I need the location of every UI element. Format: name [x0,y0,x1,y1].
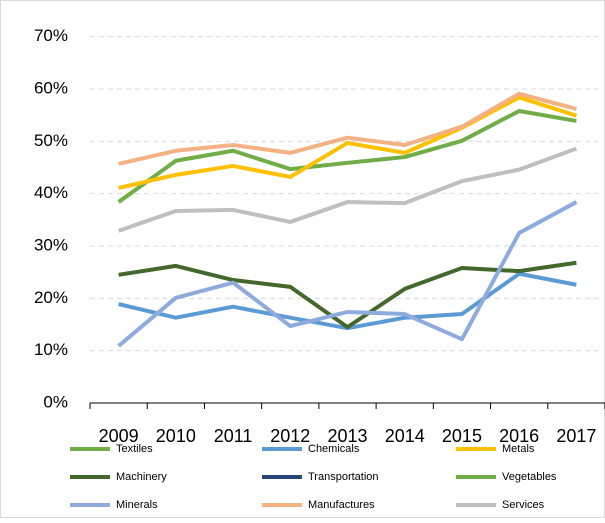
legend-label: Metals [502,443,535,455]
y-tick-label: 50% [34,131,68,150]
x-tick-label: 2012 [270,426,310,446]
y-tick-label: 0% [43,392,68,411]
series-line [118,91,577,166]
x-tick-label: 2015 [442,426,482,446]
x-tick-label: 2009 [99,426,139,446]
legend-label: Textiles [116,443,153,455]
legend-label: Chemicals [308,443,360,455]
x-tick-label: 2011 [214,426,253,446]
legend-label: Transportation [308,471,379,483]
legend-label: Minerals [116,499,158,511]
legend-label: Vegetables [502,471,557,483]
series-line [117,109,577,204]
x-tick-label: 2016 [499,426,539,446]
x-tick-label: 2010 [156,426,196,446]
legend-label: Machinery [116,471,167,483]
series-line [117,200,578,348]
y-tick-label: 10% [34,340,68,359]
y-tick-label: 20% [34,288,68,307]
legend-label: Services [502,499,545,511]
series-line [118,95,577,190]
y-tick-label: 40% [34,183,68,202]
legend-label: Manufactures [308,499,375,511]
y-tick-label: 30% [34,235,68,254]
x-tick-label: 2017 [556,426,596,446]
y-tick-label: 60% [34,79,68,98]
y-tick-label: 70% [34,26,68,45]
series-line [117,146,578,233]
x-tick-label: 2014 [385,426,425,446]
x-tick-label: 2013 [327,426,367,446]
